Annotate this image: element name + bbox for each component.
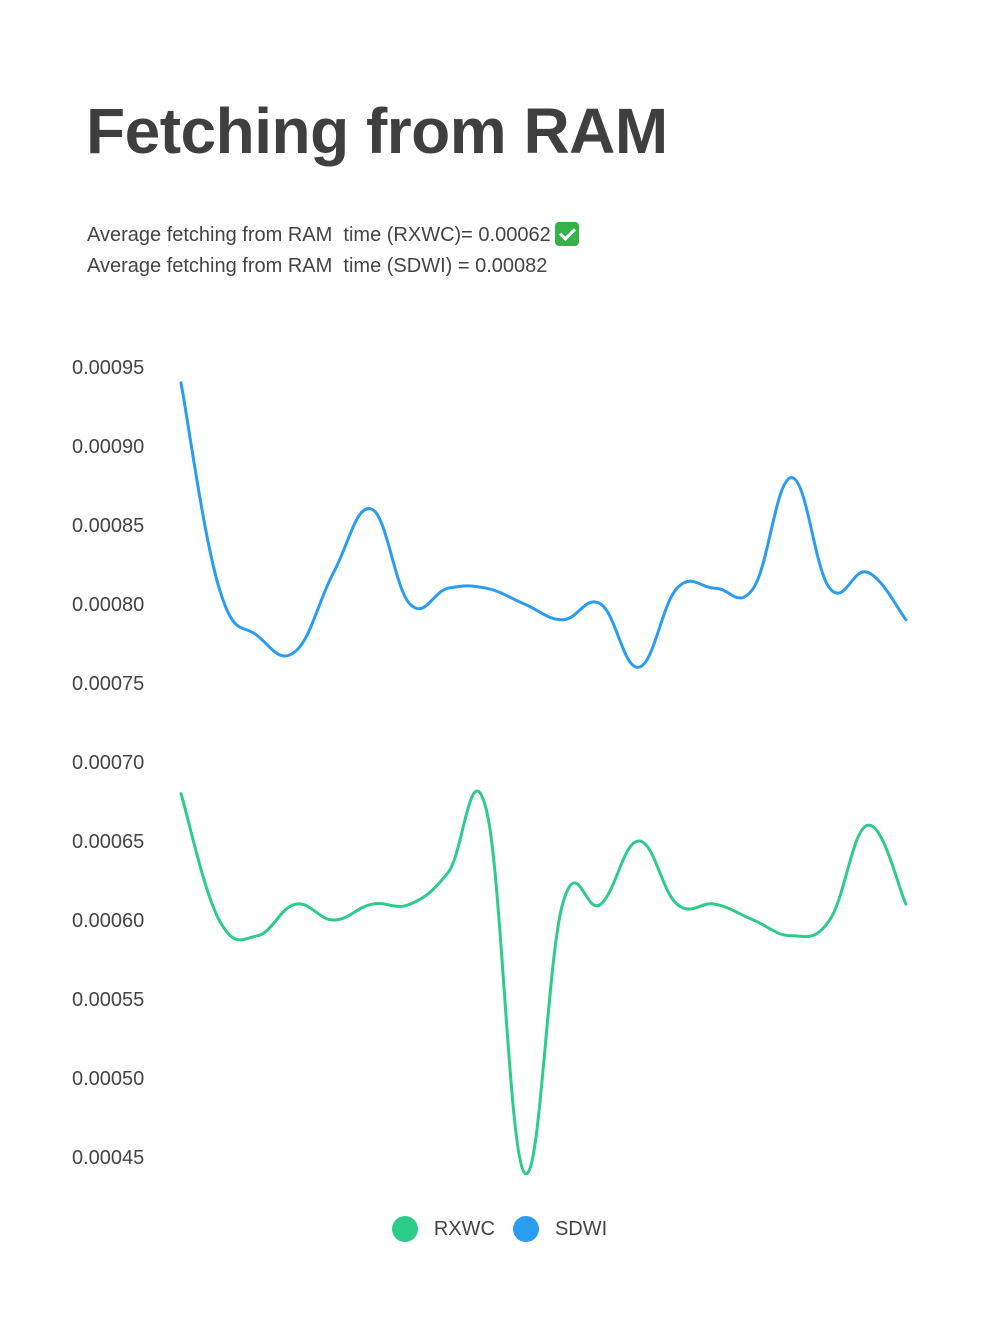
check-mark-icon bbox=[554, 222, 579, 246]
y-tick-label: 0.00095 bbox=[72, 357, 144, 379]
average-sdwi-text: Average fetching from RAM time (SDWI) = … bbox=[87, 254, 547, 278]
y-tick-label: 0.00045 bbox=[72, 1147, 144, 1169]
legend-item-sdwi[interactable]: SDWI bbox=[512, 1216, 608, 1242]
y-tick-label: 0.00085 bbox=[72, 515, 144, 537]
average-rxwc-text: Average fetching from RAM time (RXWC)= 0… bbox=[87, 222, 579, 247]
y-tick-label: 0.00055 bbox=[72, 989, 144, 1011]
page-title: Fetching from RAM bbox=[86, 95, 668, 167]
y-tick-label: 0.00070 bbox=[72, 752, 144, 774]
y-tick-label: 0.00075 bbox=[72, 673, 144, 695]
legend-item-rxwc[interactable]: RXWC bbox=[391, 1216, 495, 1242]
y-axis: 0.00095 0.00090 0.00085 0.00080 0.00075 0.000… bbox=[72, 357, 144, 1169]
y-tick-label: 0.00060 bbox=[72, 910, 144, 932]
y-tick-label: 0.00090 bbox=[72, 436, 144, 458]
legend-label-rxwc: RXWC bbox=[433, 1217, 495, 1240]
y-tick-label: 0.00065 bbox=[72, 831, 144, 853]
average-sdwi-label: Average fetching from RAM time (SDWI) = … bbox=[87, 255, 548, 277]
legend-dot-rxwc bbox=[391, 1216, 418, 1242]
series-line-rxwc bbox=[179, 789, 908, 1176]
legend-dot-sdwi bbox=[512, 1216, 539, 1242]
series-line-sdwi bbox=[179, 381, 908, 669]
y-tick-label: 0.00050 bbox=[72, 1068, 144, 1090]
legend: RXWC SDWI bbox=[0, 1216, 999, 1242]
series-layer bbox=[179, 381, 908, 1176]
y-tick-label: 0.00080 bbox=[72, 594, 144, 616]
legend-label-sdwi: SDWI bbox=[554, 1217, 608, 1240]
average-rxwc-label: Average fetching from RAM time (RXWC)= 0… bbox=[87, 224, 551, 246]
